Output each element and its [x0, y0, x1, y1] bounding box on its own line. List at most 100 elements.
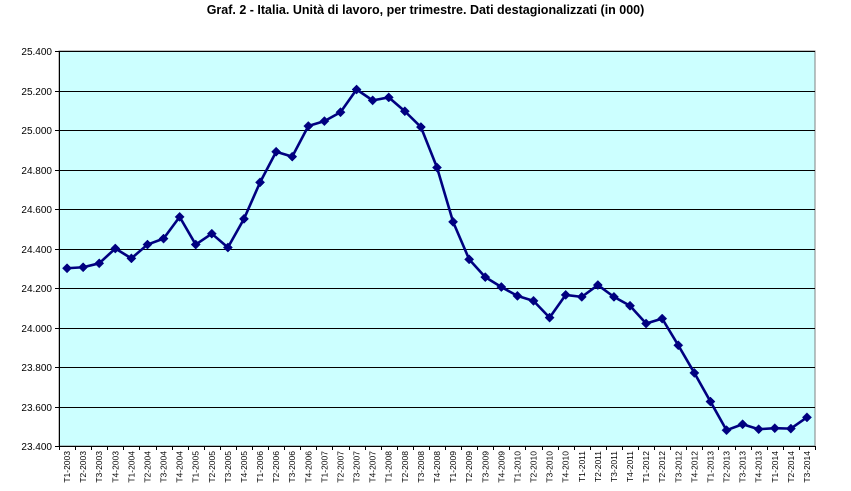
data-point-marker	[480, 272, 491, 283]
x-tick-label: T1-2003	[62, 451, 72, 483]
data-point-marker	[802, 412, 812, 423]
data-point-marker	[464, 254, 475, 265]
x-tick-label: T2-2009	[464, 451, 474, 483]
x-tick-label: T2-2004	[142, 451, 152, 483]
x-axis-ticks: T1-2003 T2-2003 T3-2003 T4-2003 T1-2004 T2-20…	[59, 446, 816, 483]
chart-title: Graf. 2 - Italia. Unità di lavoro, per t…	[206, 3, 645, 17]
x-tick-label: T4-2009	[496, 451, 506, 483]
data-point-marker	[206, 228, 217, 239]
x-tick-label: T3-2005	[223, 451, 233, 483]
x-tick-label: T3-2008	[416, 451, 426, 483]
data-point-marker	[158, 233, 169, 244]
y-tick-label: 24.800	[21, 166, 52, 177]
data-point-marker	[560, 289, 571, 300]
x-tick-label: T2-2007	[335, 451, 345, 483]
data-point-marker	[544, 312, 555, 323]
x-tick-label: T4-2012	[689, 451, 699, 483]
data-series	[62, 84, 812, 436]
x-tick-label: T4-2007	[368, 451, 378, 483]
data-point-marker	[448, 216, 459, 227]
x-tick-label: T2-2011	[593, 451, 603, 482]
x-tick-label: T2-2006	[271, 451, 281, 483]
data-point-marker	[303, 121, 314, 132]
data-point-marker	[142, 239, 153, 250]
data-point-marker	[335, 107, 346, 118]
x-tick-label: T3-2010	[545, 451, 555, 483]
data-point-marker	[673, 340, 684, 351]
x-tick-label: T1-2006	[255, 451, 265, 483]
data-point-marker	[351, 84, 362, 95]
x-tick-label: T2-2012	[657, 451, 667, 483]
x-tick-label: T1-2008	[384, 451, 394, 483]
data-point-marker	[496, 282, 507, 292]
x-tick-label: T1-2010	[512, 451, 522, 483]
data-point-marker	[271, 146, 282, 157]
data-point-marker	[592, 280, 603, 290]
y-tick-label: 23.600	[21, 403, 52, 414]
x-tick-label: T4-2008	[432, 451, 442, 483]
data-point-marker	[383, 92, 394, 103]
data-point-marker	[319, 116, 330, 127]
data-point-marker	[689, 367, 700, 378]
x-tick-label: T3-2014	[802, 451, 812, 483]
data-point-marker	[222, 242, 233, 253]
data-point-marker	[785, 423, 796, 434]
x-tick-label: T4-2010	[561, 451, 571, 483]
x-tick-label: T1-2007	[319, 451, 329, 483]
x-tick-label: T3-2006	[287, 451, 297, 483]
data-point-marker	[174, 211, 185, 222]
x-tick-label: T3-2013	[738, 451, 748, 483]
data-point-marker	[239, 213, 249, 224]
data-point-marker	[190, 239, 201, 250]
x-tick-label: T2-2014	[786, 451, 796, 483]
x-tick-label: T2-2008	[400, 451, 410, 483]
data-point-marker	[608, 291, 619, 302]
data-point-marker	[512, 290, 523, 301]
y-axis-ticks: 23.400 23.600 23.800 24.000 24.200 24.400 24.6…	[21, 47, 59, 453]
y-tick-label: 25.400	[21, 47, 52, 58]
x-tick-label: T4-2003	[110, 451, 120, 483]
data-point-marker	[78, 262, 89, 273]
y-tick-label: 23.800	[21, 363, 52, 374]
data-point-marker	[753, 424, 764, 435]
axes	[59, 51, 815, 447]
x-tick-label: T3-2003	[94, 451, 104, 483]
data-point-marker	[255, 177, 266, 188]
y-tick-label: 24.600	[21, 205, 52, 216]
y-tick-label: 24.400	[21, 245, 52, 256]
data-point-marker	[399, 106, 410, 117]
y-tick-label: 24.000	[21, 324, 52, 335]
x-tick-label: T1-2011	[577, 451, 587, 482]
x-tick-label: T2-2010	[529, 451, 539, 483]
y-tick-label: 25.000	[21, 126, 52, 137]
data-point-marker	[769, 423, 780, 434]
x-tick-label: T2-2003	[78, 451, 88, 483]
data-point-marker	[528, 295, 539, 306]
x-tick-label: T4-2011	[625, 451, 635, 482]
x-tick-label: T3-2004	[159, 451, 169, 483]
data-point-marker	[576, 291, 587, 302]
x-tick-label: T1-2013	[705, 451, 715, 483]
data-point-marker	[110, 243, 121, 254]
x-tick-label: T3-2011	[609, 451, 619, 482]
data-point-marker	[721, 425, 732, 436]
data-point-marker	[657, 313, 668, 324]
x-tick-label: T3-2009	[480, 451, 490, 483]
x-tick-label: T2-2005	[207, 451, 217, 483]
x-tick-label: T4-2005	[239, 451, 249, 483]
y-tick-label: 23.400	[21, 442, 52, 453]
data-point-marker	[126, 253, 137, 264]
data-point-marker	[287, 151, 298, 162]
data-point-marker	[641, 318, 652, 329]
x-tick-label: T3-2012	[673, 451, 683, 483]
y-tick-label: 25.200	[21, 87, 52, 98]
y-tick-label: 24.200	[21, 284, 52, 295]
plot-area	[58, 50, 816, 447]
x-tick-label: T3-2007	[352, 451, 362, 483]
data-point-marker	[94, 258, 105, 269]
data-point-marker	[432, 162, 442, 173]
x-tick-label: T1-2005	[191, 451, 201, 483]
data-point-marker	[737, 419, 748, 430]
data-point-marker	[625, 300, 635, 311]
